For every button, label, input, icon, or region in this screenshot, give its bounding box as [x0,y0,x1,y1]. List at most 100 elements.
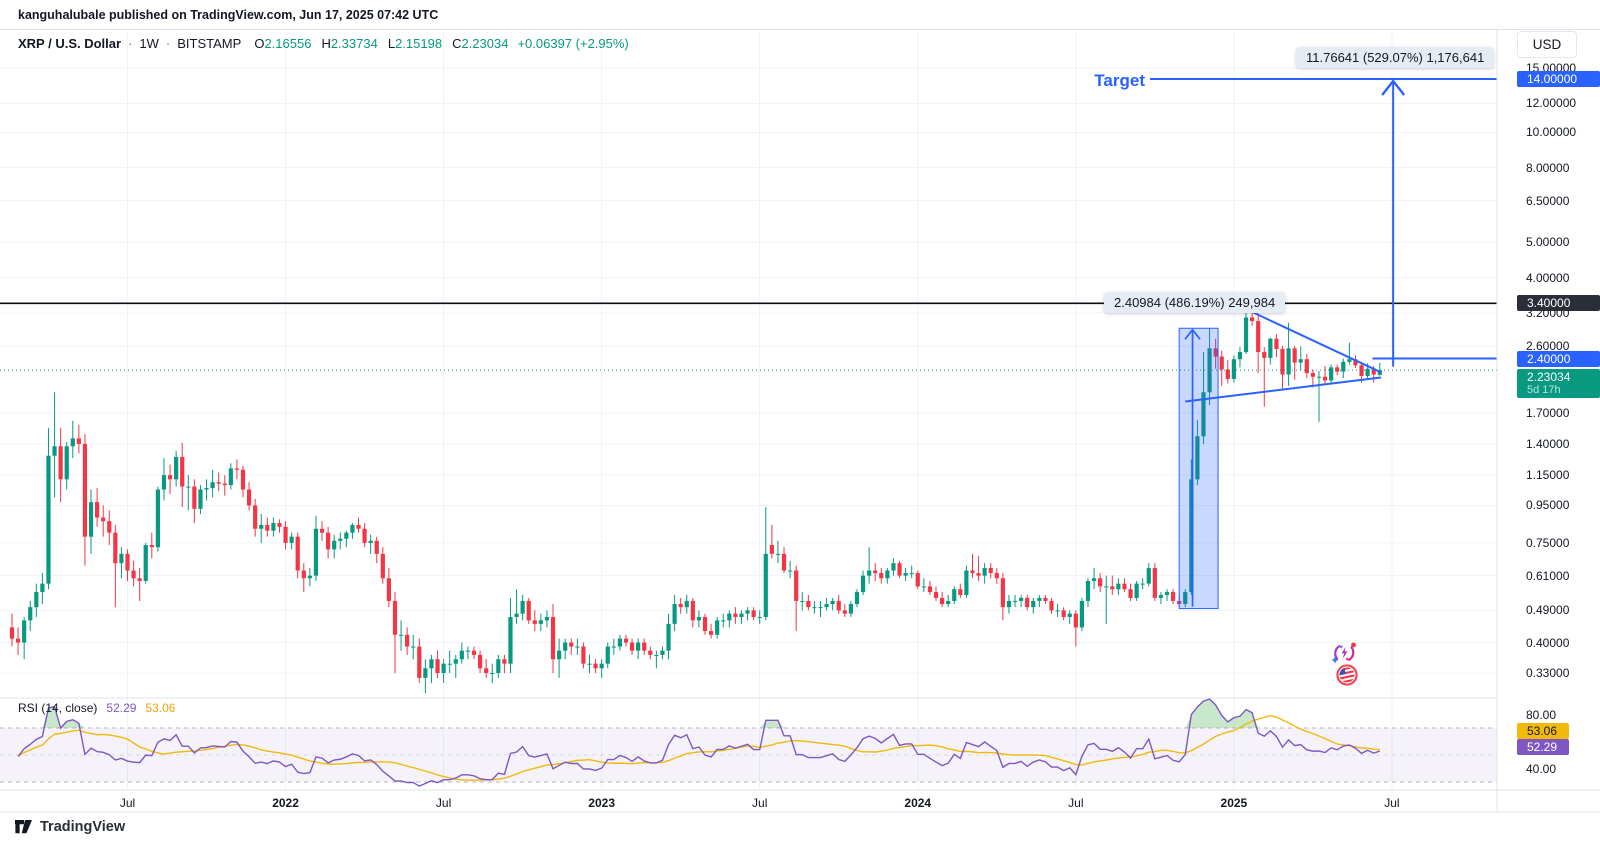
candle-body [107,521,112,533]
candle-body [1280,348,1285,375]
candle-body [374,540,379,554]
candle-body [648,650,653,655]
candle-body [52,446,57,456]
candle-body [1079,600,1085,628]
candle-body [557,650,562,660]
candle-body [593,663,598,669]
candle-body [636,642,641,651]
candle-body [909,573,914,575]
candle-body [82,443,88,537]
candle-body [265,524,270,531]
candle-body [411,646,416,648]
candle-body [1170,592,1176,601]
candle-body [307,575,312,579]
candle-body [1322,376,1328,381]
candle-body [514,613,519,617]
candle-body [119,553,124,564]
candle-body [143,545,148,581]
candle-body [702,616,708,632]
candle-body [1213,348,1218,357]
candle-body [64,446,69,480]
candle-body [392,600,398,635]
price-tick-label: 1.70000 [1526,406,1570,421]
interval-label[interactable]: 1W [139,36,159,51]
candle-body [842,610,847,614]
rsi-axis-tick: 40.00 [1526,761,1557,776]
close-label: C [452,36,462,51]
candle-body [471,650,477,655]
candle-body [1298,359,1303,363]
tradingview-logo[interactable]: TradingView [14,817,125,836]
candle-body [885,570,890,579]
candle-body [629,642,635,651]
separator: · [128,36,133,51]
high-value: 2.33734 [330,36,378,51]
candle-body [1365,368,1370,376]
candle-body [234,468,240,470]
candle-body [1031,600,1036,608]
candle-body [1231,359,1236,379]
candle-body [715,620,720,635]
price-range-arrowhead [1184,328,1201,340]
candle-body [313,528,319,576]
flash-sticker-icon[interactable] [1330,639,1358,667]
rsi-axis-tick: 80.00 [1526,707,1557,722]
candle-body [1164,592,1170,595]
us-flag-sticker-icon[interactable] [1335,663,1359,687]
candle-body [800,600,805,602]
price-tick-label: 2.60000 [1526,338,1570,353]
candle-body [775,553,781,555]
publish-bar: kanguhalubale published on TradingView.c… [0,0,1600,30]
price-axis[interactable]: 15.00000 12.00000 10.00000 8.00000 6.50000 5.… [1497,30,1600,790]
candle-body [1329,367,1334,381]
target-annotation-label[interactable]: Target [1094,71,1145,90]
candle-body [745,610,750,614]
candle-body [976,573,981,576]
candle-body [326,532,331,550]
candle-body [350,524,355,533]
candle-body [666,623,671,651]
candle-body [982,568,987,576]
rsi-line [17,698,1381,787]
triangle-upper-trendline [1247,309,1382,374]
candle-body [1134,583,1139,598]
time-tick-label: Jul [1384,796,1400,810]
price-range-tool [1178,327,1219,610]
candle-body [1183,592,1188,605]
currency-toggle-button[interactable]: USD [1517,31,1577,58]
price-tick-label: 5.00000 [1526,235,1570,250]
candle-body [1189,479,1194,593]
candle-body [970,570,975,574]
candle-body [174,456,179,480]
price-tick-label: 1.15000 [1526,468,1570,483]
candle-body [848,604,854,614]
candle-body [204,488,209,490]
candle-body [605,646,610,664]
rsi-params: (14, close) [41,701,98,715]
symbol-header: XRP / U.S. Dollar · 1W · BITSTAMP O2.165… [18,36,629,51]
candle-body [1085,580,1091,601]
candle-body [879,573,884,579]
candle-body [1067,613,1072,617]
candle-body [575,646,580,648]
candle-body [1098,578,1103,587]
time-tick-label: 2023 [588,796,616,810]
time-axis[interactable]: Jul 2022 Jul 2023 Jul 2024 Jul 2025 Jul [0,30,1600,820]
rsi-title: RSI [18,701,39,715]
publish-text: kanguhalubale published on TradingView.c… [18,7,439,22]
candle-body [155,489,160,548]
candle-body [751,610,756,617]
candle-body [484,668,489,674]
candle-body [1371,368,1376,375]
candle-body [1116,583,1121,590]
rsi-legend[interactable]: RSI (14, close) 52.29 53.06 [18,701,175,715]
candle-body [1347,359,1352,362]
candle-body [46,455,51,584]
close-value: 2.23034 [461,36,509,51]
time-tick-label: Jul [1068,796,1084,810]
candle-body [1158,594,1164,598]
symbol-title[interactable]: XRP / U.S. Dollar [18,36,122,51]
candle-body [465,650,471,652]
